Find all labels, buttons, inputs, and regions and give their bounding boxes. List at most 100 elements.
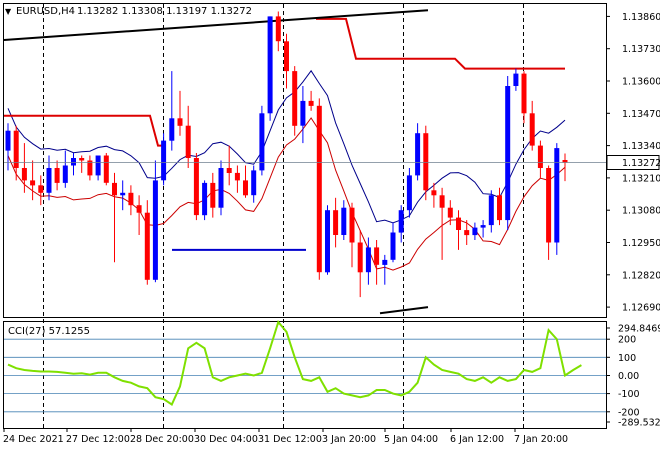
time-tick-label: 3 Jan 20:00 <box>322 434 376 445</box>
candle-body <box>251 170 257 196</box>
candle-body <box>79 158 85 161</box>
candle-body <box>423 133 429 191</box>
candle-body <box>406 175 412 211</box>
candle-body <box>169 118 175 141</box>
candle-body <box>308 100 314 106</box>
cci-tick-label: 0.00 <box>618 371 639 382</box>
current-price-box <box>606 155 660 170</box>
candle-body <box>226 168 232 173</box>
candle-body <box>472 227 478 236</box>
candle-body <box>357 242 363 273</box>
candle-body <box>103 155 109 183</box>
candle-body <box>267 16 273 114</box>
price-tick-label: 1.12820 <box>622 270 660 281</box>
candle-body <box>13 130 19 168</box>
cci-tick-label: -200 <box>618 407 640 418</box>
candle-body <box>144 212 150 280</box>
upper-trend-line <box>3 9 429 41</box>
candle-body <box>390 232 396 260</box>
candle-body <box>136 205 142 213</box>
candle-body <box>5 130 11 151</box>
candle-body <box>152 180 158 280</box>
candle-body <box>38 185 44 193</box>
candle-body <box>325 210 330 273</box>
candle-body <box>439 195 445 208</box>
cci-tick-label: 100 <box>618 353 636 364</box>
candle-body <box>300 100 306 126</box>
price-tick-label: 1.13080 <box>622 206 660 217</box>
lower-trend-line <box>379 306 429 315</box>
candle-body <box>259 113 265 171</box>
candle-body <box>234 172 240 181</box>
candle-body <box>185 125 191 158</box>
resistance-line-right <box>316 17 565 70</box>
price-tick-label: 1.13860 <box>622 12 660 23</box>
time-tick-label: 31 Dec 12:00 <box>258 434 322 445</box>
candle-body <box>128 192 134 206</box>
candle-body <box>513 73 519 86</box>
candle-body <box>71 158 76 166</box>
lower-band-line <box>7 117 566 271</box>
time-tick-label: 28 Dec 20:00 <box>130 434 194 445</box>
candle-body <box>275 16 281 42</box>
indicator-label: CCI(27) 57.1255 <box>8 326 90 337</box>
candle-body <box>529 113 535 146</box>
candle-body <box>537 145 543 168</box>
cci-indicator <box>4 319 606 413</box>
price-tick-label: 1.12690 <box>622 303 660 314</box>
candle-body <box>30 180 36 186</box>
candle-body <box>546 168 552 243</box>
candle-body <box>398 210 404 233</box>
candle-body <box>415 133 421 176</box>
candle-body <box>464 230 470 236</box>
candle-body <box>210 182 216 208</box>
candle-body <box>382 259 388 265</box>
price-chart <box>3 9 606 315</box>
time-tick-label: 24 Dec 2021 <box>3 434 64 445</box>
price-pane-frame <box>3 3 607 318</box>
candle-body <box>431 190 437 196</box>
candle-body <box>177 118 183 126</box>
cci-tick-label: -100 <box>618 389 640 400</box>
candle-body <box>456 217 461 230</box>
candle-body <box>46 168 52 193</box>
time-tick-label: 7 Jan 20:00 <box>514 434 568 445</box>
price-tick-label: 1.12950 <box>622 238 660 249</box>
time-tick-label: 5 Jan 04:00 <box>384 434 438 445</box>
candle-body <box>447 207 453 218</box>
cci-tick-label: 200 <box>618 335 636 346</box>
candle-body <box>562 160 568 163</box>
candle-body <box>112 182 117 196</box>
candle-body <box>349 207 355 243</box>
cci-tick-label: 294.8469 <box>618 324 660 335</box>
time-tick-label: 27 Dec 12:00 <box>66 434 130 445</box>
current-price-label: 1.13272 <box>622 158 660 169</box>
price-tick-label: 1.13600 <box>622 77 660 88</box>
time-tick-label: 6 Jan 12:00 <box>450 434 504 445</box>
ohlc-readout: 1.13282 1.13308 1.13197 1.13272 <box>77 6 252 17</box>
cci-line <box>7 319 582 406</box>
price-tick-label: 1.13470 <box>622 109 660 120</box>
candle-body <box>120 192 126 196</box>
symbol-icon: ▼ <box>5 7 12 16</box>
axes: 1.13860 1.13730 1.13600 1.13470 1.13340 1.132… <box>3 12 660 445</box>
upper-band-line <box>7 69 566 224</box>
price-tick-label: 1.13340 <box>622 141 660 152</box>
candle-body <box>202 182 208 216</box>
candle-body <box>365 247 371 273</box>
candle-body <box>54 168 60 183</box>
candle-body <box>480 225 486 228</box>
candle-body <box>95 155 101 176</box>
candle-body <box>21 168 27 181</box>
candle-body <box>488 195 494 226</box>
symbol-label: EURUSD,H4 <box>16 6 75 17</box>
candle-body <box>554 148 560 243</box>
price-tick-label: 1.13730 <box>622 44 660 55</box>
candle-body <box>62 165 68 183</box>
candle-body <box>284 41 289 72</box>
price-tick-label: 1.13210 <box>622 173 660 184</box>
candle-body <box>292 71 298 126</box>
time-tick-label: 30 Dec 04:00 <box>194 434 258 445</box>
candle-body <box>193 158 199 216</box>
